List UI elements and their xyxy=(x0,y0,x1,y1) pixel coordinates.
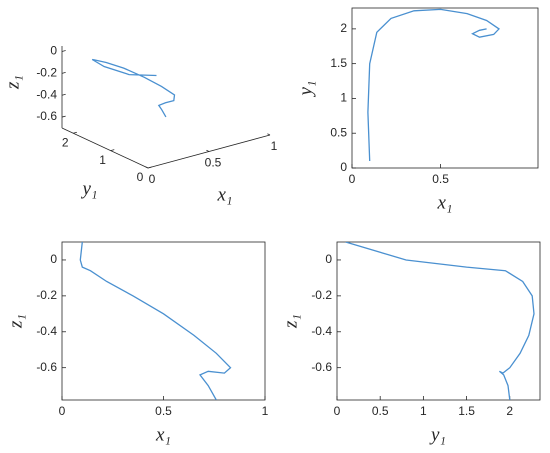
x-tick-label: 1 xyxy=(420,404,427,418)
x-tick-label: 0.5 xyxy=(205,156,222,170)
y-tick-label: -0.4 xyxy=(311,324,332,338)
trajectory-line xyxy=(367,8,501,162)
y-tick xyxy=(110,149,115,151)
x-axis-label: x₁ xyxy=(436,192,452,213)
x-tick-label: 1 xyxy=(271,139,278,153)
z-tick-label: -0.6 xyxy=(36,109,57,123)
z-tick xyxy=(61,93,66,96)
y-tick-label: 0 xyxy=(137,170,144,184)
x-tick xyxy=(145,166,149,169)
x-axis-label: y₁ xyxy=(429,424,446,445)
y-tick-label: -0.6 xyxy=(311,360,332,374)
x-axis-label: x₁ xyxy=(216,184,232,205)
y-tick-label: -0.2 xyxy=(36,288,57,302)
y-tick-label: 2 xyxy=(340,21,347,35)
x-tick-label: 0.5 xyxy=(155,404,172,418)
z-tick xyxy=(61,71,66,74)
trajectory-line xyxy=(345,242,535,400)
trajectory-line-3d xyxy=(91,58,176,118)
y-axis-label: z₁ xyxy=(5,314,26,329)
x-axis-label: x₁ xyxy=(155,424,171,445)
axes-box xyxy=(336,241,541,401)
z-tick xyxy=(61,115,66,118)
y-tick-label: 0.5 xyxy=(330,125,347,139)
x-tick xyxy=(267,133,271,136)
x-tick-label: 0.5 xyxy=(432,172,449,186)
y-axis-label: z₁ xyxy=(280,314,301,329)
y-tick xyxy=(73,131,77,134)
y-tick-label: 1 xyxy=(99,153,106,167)
y-tick-label: 0 xyxy=(50,252,57,266)
x-tick xyxy=(206,149,210,152)
y-tick-label: 0 xyxy=(340,160,347,174)
y-tick-label: 1.5 xyxy=(330,56,347,70)
z-tick-label: -0.2 xyxy=(36,66,57,80)
y-axis-label: y₁ xyxy=(295,80,316,97)
x-tick-label: 1.5 xyxy=(458,404,475,418)
x-tick-label: 0.5 xyxy=(372,404,389,418)
x-tick-label: 0 xyxy=(149,172,156,186)
y-axis-label: y₁ xyxy=(80,178,97,199)
x-tick-label: 2 xyxy=(506,404,513,418)
trajectory-line xyxy=(79,242,232,400)
x-tick-label: 0 xyxy=(59,404,66,418)
y-tick-label: 2 xyxy=(62,135,69,149)
z-axis-label: z₁ xyxy=(2,75,23,90)
y-tick-label: 1 xyxy=(340,91,347,105)
y-tick-label: -0.2 xyxy=(311,288,332,302)
x-tick-label: 0 xyxy=(334,404,341,418)
z-tick xyxy=(61,50,66,52)
z-tick-label: 0 xyxy=(50,44,57,58)
axes-box xyxy=(61,241,266,401)
axes-box xyxy=(351,7,539,169)
y-tick-label: 0 xyxy=(325,252,332,266)
x-tick-label: 0 xyxy=(349,172,356,186)
y-tick xyxy=(147,166,152,169)
y-axis xyxy=(61,127,149,169)
y-tick-label: -0.6 xyxy=(36,360,57,374)
z-tick-label: -0.4 xyxy=(36,87,57,101)
x-tick-label: 1 xyxy=(262,404,269,418)
y-tick-label: -0.4 xyxy=(36,324,57,338)
